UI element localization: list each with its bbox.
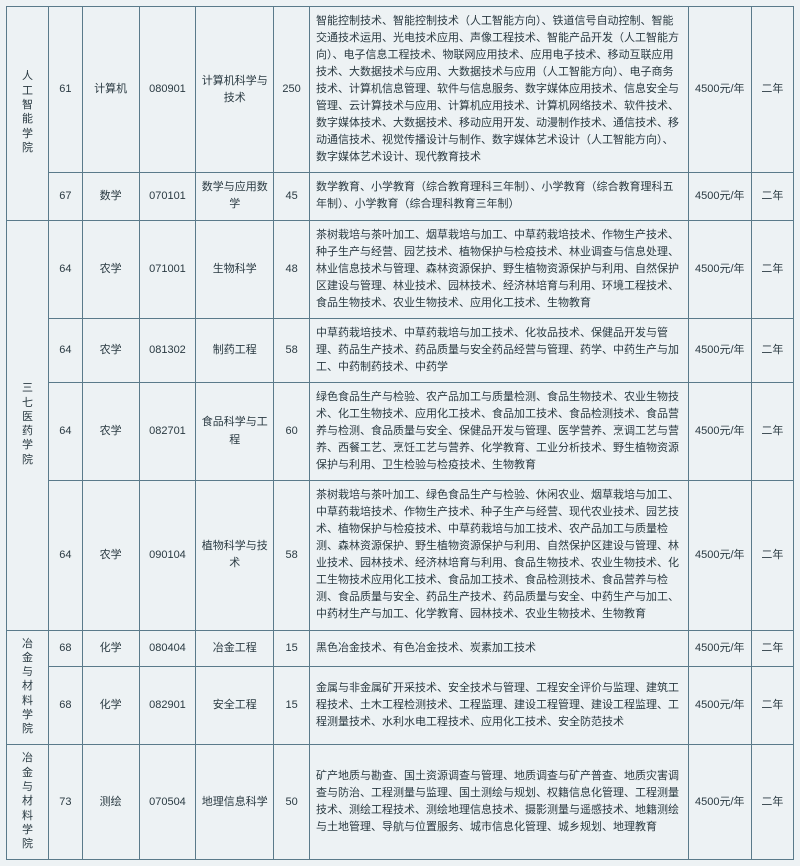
desc-cell: 矿产地质与勘查、国土资源调查与管理、地质调查与矿产普查、地质灾害调查与防治、工程…	[309, 745, 688, 860]
code-cell: 071001	[139, 220, 196, 318]
quota-cell: 48	[274, 220, 310, 318]
quota-cell: 50	[274, 745, 310, 860]
code-cell: 080901	[139, 7, 196, 173]
num-cell: 64	[49, 481, 83, 630]
major-cell: 计算机科学与技术	[196, 7, 274, 173]
major-cell: 地理信息科学	[196, 745, 274, 860]
table-row: 冶金与材料学院 68 化学 080404 冶金工程 15 黑色冶金技术、有色冶金…	[7, 630, 794, 667]
fee-cell: 4500元/年	[688, 630, 751, 667]
num-cell: 64	[49, 382, 83, 480]
num-cell: 64	[49, 220, 83, 318]
quota-cell: 45	[274, 173, 310, 220]
cat-cell: 农学	[82, 382, 139, 480]
fee-cell: 4500元/年	[688, 667, 751, 745]
quota-cell: 60	[274, 382, 310, 480]
code-cell: 070504	[139, 745, 196, 860]
major-cell: 制药工程	[196, 318, 274, 382]
major-cell: 数学与应用数学	[196, 173, 274, 220]
desc-cell: 黑色冶金技术、有色冶金技术、炭素加工技术	[309, 630, 688, 667]
cat-cell: 测绘	[82, 745, 139, 860]
fee-cell: 4500元/年	[688, 173, 751, 220]
fee-cell: 4500元/年	[688, 382, 751, 480]
table-row: 64 农学 082701 食品科学与工程 60 绿色食品生产与检验、农产品加工与…	[7, 382, 794, 480]
table-row: 64 农学 081302 制药工程 58 中草药栽培技术、中草药栽培与加工技术、…	[7, 318, 794, 382]
desc-cell: 金属与非金属矿开采技术、安全技术与管理、工程安全评价与监理、建筑工程技术、土木工…	[309, 667, 688, 745]
num-cell: 67	[49, 173, 83, 220]
table-row: 冶金与材料学院 73 测绘 070504 地理信息科学 50 矿产地质与勘查、国…	[7, 745, 794, 860]
major-cell: 植物科学与技术	[196, 481, 274, 630]
fee-cell: 4500元/年	[688, 481, 751, 630]
major-cell: 冶金工程	[196, 630, 274, 667]
code-cell: 090104	[139, 481, 196, 630]
table-row: 67 数学 070101 数学与应用数学 45 数学教育、小学教育（综合教育理科…	[7, 173, 794, 220]
year-cell: 二年	[751, 318, 793, 382]
year-cell: 二年	[751, 745, 793, 860]
code-cell: 082701	[139, 382, 196, 480]
fee-cell: 4500元/年	[688, 745, 751, 860]
table-row: 64 农学 090104 植物科学与技术 58 茶树栽培与茶叶加工、绿色食品生产…	[7, 481, 794, 630]
table-row: 人工智能学院 61 计算机 080901 计算机科学与技术 250 智能控制技术…	[7, 7, 794, 173]
code-cell: 081302	[139, 318, 196, 382]
dept-cell: 三七医药学院	[7, 220, 49, 630]
desc-cell: 茶树栽培与茶叶加工、绿色食品生产与检验、休闲农业、烟草栽培与加工、中草药栽培技术…	[309, 481, 688, 630]
major-cell: 生物科学	[196, 220, 274, 318]
year-cell: 二年	[751, 220, 793, 318]
code-cell: 082901	[139, 667, 196, 745]
major-cell: 食品科学与工程	[196, 382, 274, 480]
desc-cell: 中草药栽培技术、中草药栽培与加工技术、化妆品技术、保健品开发与管理、药品生产技术…	[309, 318, 688, 382]
year-cell: 二年	[751, 481, 793, 630]
cat-cell: 农学	[82, 220, 139, 318]
fee-cell: 4500元/年	[688, 7, 751, 173]
code-cell: 080404	[139, 630, 196, 667]
quota-cell: 58	[274, 318, 310, 382]
cat-cell: 计算机	[82, 7, 139, 173]
desc-cell: 绿色食品生产与检验、农产品加工与质量检测、食品生物技术、农业生物技术、化工生物技…	[309, 382, 688, 480]
year-cell: 二年	[751, 667, 793, 745]
quota-cell: 250	[274, 7, 310, 173]
table-row: 68 化学 082901 安全工程 15 金属与非金属矿开采技术、安全技术与管理…	[7, 667, 794, 745]
year-cell: 二年	[751, 173, 793, 220]
num-cell: 68	[49, 667, 83, 745]
cat-cell: 农学	[82, 318, 139, 382]
num-cell: 68	[49, 630, 83, 667]
fee-cell: 4500元/年	[688, 220, 751, 318]
dept-cell: 冶金与材料学院	[7, 745, 49, 860]
quota-cell: 58	[274, 481, 310, 630]
cat-cell: 化学	[82, 667, 139, 745]
cat-cell: 化学	[82, 630, 139, 667]
program-table: 人工智能学院 61 计算机 080901 计算机科学与技术 250 智能控制技术…	[6, 6, 794, 860]
num-cell: 64	[49, 318, 83, 382]
desc-cell: 智能控制技术、智能控制技术（人工智能方向）、铁道信号自动控制、智能交通技术运用、…	[309, 7, 688, 173]
cat-cell: 农学	[82, 481, 139, 630]
num-cell: 61	[49, 7, 83, 173]
num-cell: 73	[49, 745, 83, 860]
fee-cell: 4500元/年	[688, 318, 751, 382]
desc-cell: 茶树栽培与茶叶加工、烟草栽培与加工、中草药栽培技术、作物生产技术、种子生产与经营…	[309, 220, 688, 318]
table-row: 三七医药学院 64 农学 071001 生物科学 48 茶树栽培与茶叶加工、烟草…	[7, 220, 794, 318]
year-cell: 二年	[751, 382, 793, 480]
dept-cell: 冶金与材料学院	[7, 630, 49, 745]
major-cell: 安全工程	[196, 667, 274, 745]
dept-cell: 人工智能学院	[7, 7, 49, 221]
quota-cell: 15	[274, 630, 310, 667]
code-cell: 070101	[139, 173, 196, 220]
year-cell: 二年	[751, 630, 793, 667]
desc-cell: 数学教育、小学教育（综合教育理科三年制）、小学教育（综合教育理科五年制）、小学教…	[309, 173, 688, 220]
cat-cell: 数学	[82, 173, 139, 220]
year-cell: 二年	[751, 7, 793, 173]
quota-cell: 15	[274, 667, 310, 745]
